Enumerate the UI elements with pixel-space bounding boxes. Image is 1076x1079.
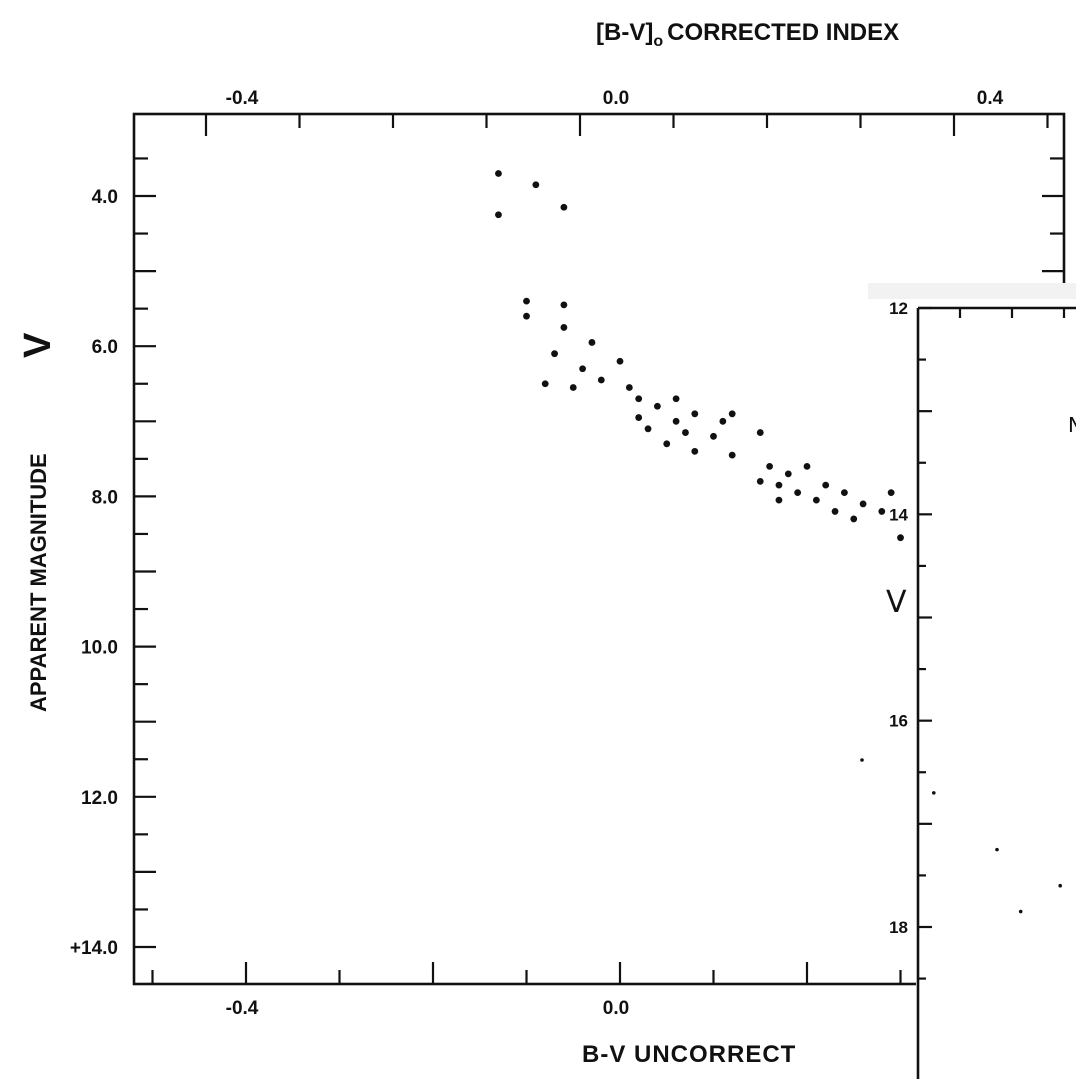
inset-shadow (868, 283, 1076, 299)
inset-y-axis-label: V (886, 585, 907, 620)
data-point (625, 384, 633, 391)
data-point (766, 462, 773, 470)
inset-chart: V N 12 14 16 18 (868, 283, 1076, 1079)
data-point (859, 500, 867, 508)
data-point (616, 357, 624, 365)
y-axis-label: APPARENT MAGNITUDE (26, 453, 51, 712)
data-point (597, 376, 605, 384)
data-point (644, 425, 652, 433)
data-point (663, 440, 671, 448)
data-point (710, 432, 717, 440)
data-point (579, 365, 586, 373)
data-point (560, 324, 568, 331)
y-axis-symbol: V (17, 332, 59, 358)
top-axis-label-rest: CORRECTED INDEX (667, 19, 899, 46)
inset-y-tick-label: 12 (889, 299, 908, 318)
inset-data-point (1058, 883, 1062, 888)
data-point (756, 429, 764, 436)
data-point (728, 410, 736, 418)
data-point (691, 410, 699, 418)
y-tick-label: +14.0 (70, 938, 118, 959)
inset-data-point (995, 847, 999, 852)
data-point (878, 508, 886, 515)
x-axis-label: B-V UNCORRECT (582, 1041, 796, 1068)
data-point (775, 496, 783, 504)
data-point (654, 402, 661, 410)
data-point (822, 481, 830, 489)
data-point (551, 350, 558, 358)
y-tick-label: 8.0 (92, 487, 118, 508)
data-point (569, 384, 577, 391)
top-axis-label-subscript: o (653, 33, 663, 50)
inset-data-point (1018, 909, 1023, 914)
data-point (803, 462, 811, 470)
data-point (635, 395, 643, 403)
data-point (560, 203, 568, 211)
data-point (495, 170, 502, 177)
data-point (719, 417, 727, 425)
data-point (897, 534, 904, 542)
inset-tick-marks (918, 306, 1066, 980)
data-point (541, 380, 549, 388)
main-chart: [B-V]o CORRECTED INDEX APPARENT MAGNITUDE… (17, 19, 1076, 1068)
data-point (850, 515, 858, 523)
y-tick-label: 4.0 (92, 187, 118, 208)
data-point (523, 297, 530, 305)
data-points (495, 170, 1076, 862)
y-tick-label: 10.0 (81, 638, 118, 659)
bottom-tick-label: -0.4 (226, 998, 259, 1019)
data-point (756, 477, 764, 485)
data-point (691, 447, 699, 455)
tick-labels: -0.40.00.40.8-0.40.00.40.81.24.06.08.010… (70, 88, 1004, 1019)
top-axis-label: [B-V]o CORRECTED INDEX (596, 19, 899, 50)
inset-partial-label: N (1068, 413, 1076, 437)
data-point (523, 312, 530, 320)
inset-tick-labels: 12 14 16 18 (889, 299, 908, 937)
data-point (794, 489, 802, 497)
top-axis-label-main: [B-V] (596, 19, 653, 46)
y-tick-label: 12.0 (81, 788, 118, 809)
inset-panel (916, 285, 1076, 1079)
data-point (495, 211, 502, 219)
data-point (728, 451, 736, 459)
data-point (784, 470, 792, 478)
data-point (635, 414, 643, 421)
inset-data-points (932, 791, 1062, 914)
inset-y-tick-label: 18 (889, 918, 908, 937)
data-point (588, 339, 596, 346)
inset-y-tick-label: 14 (889, 505, 908, 524)
bottom-tick-label: 0.0 (603, 998, 629, 1019)
top-tick-label: 0.0 (603, 88, 629, 109)
top-tick-label: -0.4 (226, 88, 259, 109)
data-point (841, 489, 848, 497)
data-point (775, 481, 783, 489)
data-point (682, 429, 689, 436)
y-tick-label: 6.0 (92, 337, 118, 358)
data-point (887, 489, 895, 497)
top-tick-label: 0.4 (977, 88, 1004, 109)
inset-y-tick-label: 16 (889, 712, 908, 731)
data-point (831, 508, 839, 515)
inset-data-point (932, 791, 936, 795)
data-point (672, 417, 680, 425)
data-point (560, 301, 568, 309)
data-point (672, 395, 680, 403)
stray-dot (860, 758, 864, 762)
data-point (812, 496, 820, 504)
data-point (532, 181, 540, 189)
